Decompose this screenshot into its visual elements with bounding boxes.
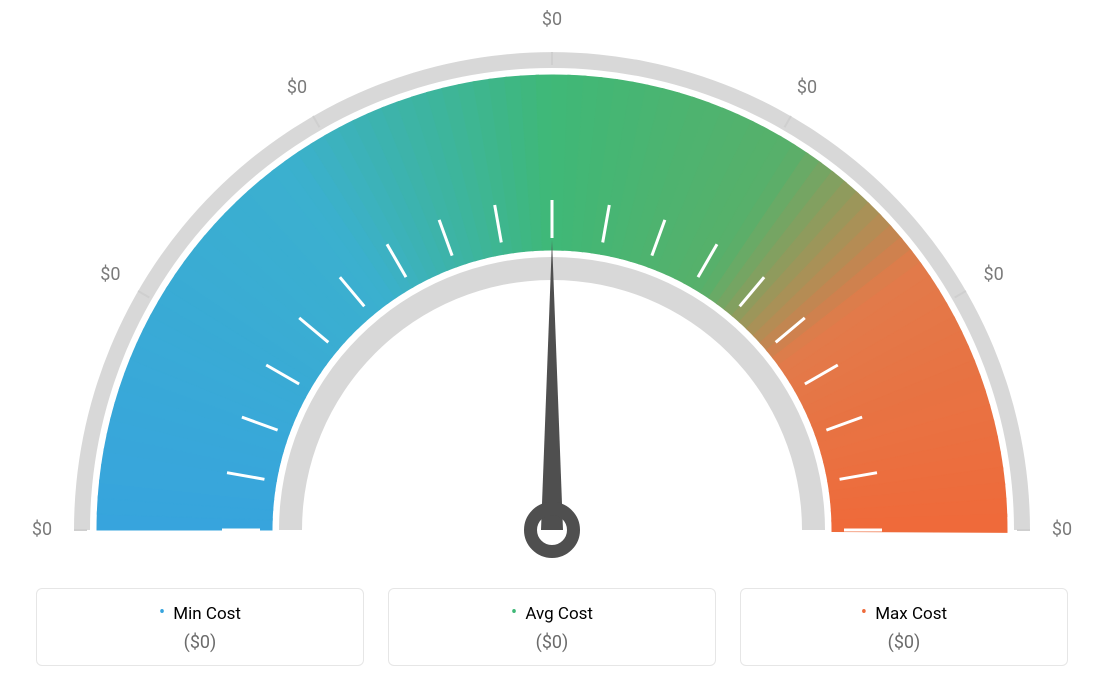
legend-title-max: • Max Cost	[751, 603, 1057, 624]
legend-title-min: • Min Cost	[47, 603, 353, 624]
tick-label: $0	[100, 264, 120, 285]
cost-gauge-container: $0 $0 $0 $0 $0 $0 $0 • Min Cost ($0) • Avg Cos…	[0, 0, 1104, 690]
tick-label: $0	[1052, 519, 1072, 540]
legend-dot-avg: •	[511, 602, 517, 623]
tick-label: $0	[287, 77, 307, 98]
legend-value-avg: ($0)	[399, 632, 705, 653]
legend-card-max: • Max Cost ($0)	[740, 588, 1068, 666]
legend-card-min: • Min Cost ($0)	[36, 588, 364, 666]
legend-card-avg: • Avg Cost ($0)	[388, 588, 716, 666]
legend-label-avg: Avg Cost	[525, 604, 593, 624]
tick-label: $0	[542, 10, 562, 30]
legend-title-avg: • Avg Cost	[399, 603, 705, 624]
tick-label: $0	[32, 519, 52, 540]
legend-value-max: ($0)	[751, 632, 1057, 653]
gauge-svg: $0 $0 $0 $0 $0 $0 $0	[0, 10, 1104, 570]
legend-value-min: ($0)	[47, 632, 353, 653]
legend-dot-max: •	[861, 602, 867, 623]
legend-label-max: Max Cost	[875, 604, 947, 624]
legend-row: • Min Cost ($0) • Avg Cost ($0) • Max Co…	[0, 588, 1104, 666]
tick-label: $0	[797, 77, 817, 98]
legend-label-min: Min Cost	[173, 604, 241, 624]
tick-label: $0	[984, 264, 1004, 285]
legend-dot-min: •	[159, 602, 165, 623]
gauge-needle	[541, 240, 563, 530]
gauge-chart: $0 $0 $0 $0 $0 $0 $0	[0, 10, 1104, 570]
